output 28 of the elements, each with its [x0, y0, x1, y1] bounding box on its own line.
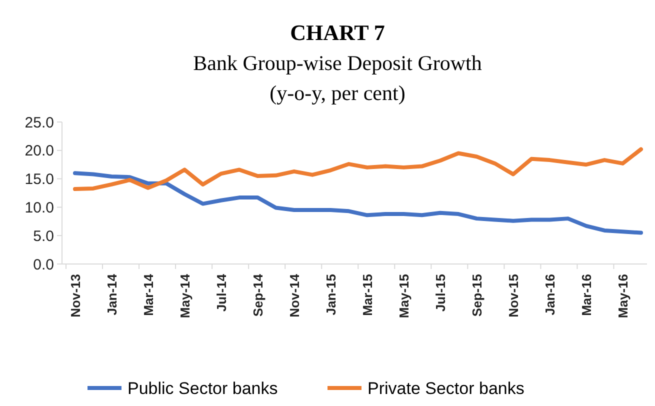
x-tick-label: May-14 [178, 273, 193, 318]
x-tick-label: Nov-14 [287, 273, 302, 318]
y-tick-label: 10.0 [24, 199, 54, 216]
x-tick-label: Mar-14 [141, 273, 156, 316]
y-tick-label: 25.0 [24, 114, 54, 132]
x-tick-label: May-16 [616, 274, 631, 318]
legend-label: Private Sector banks [368, 378, 524, 398]
x-tick-label: Jul-15 [433, 274, 448, 312]
x-tick-label: Jan-15 [324, 274, 339, 316]
line-series [73, 171, 643, 235]
x-tick-label: Jul-14 [214, 273, 230, 312]
chart-subtitle: Bank Group-wise Deposit Growth (y-o-y, per cent) [193, 51, 482, 105]
y-tick-label: 5.0 [33, 228, 54, 245]
x-tick-label: Nov-15 [506, 274, 522, 318]
y-tick-label: 0.0 [33, 256, 54, 274]
x-tick-label: Jan-14 [104, 273, 120, 316]
line-series [73, 147, 643, 192]
y-tick-label: 15.0 [24, 171, 54, 188]
legend-label: Public Sector banks [128, 378, 278, 398]
x-tick-label: Sep-15 [470, 274, 485, 317]
y-tick-label: 20.0 [24, 142, 54, 160]
x-tick-label: May-15 [396, 274, 412, 318]
x-tick-label: Nov-13 [68, 274, 83, 318]
x-tick-label: Sep-14 [250, 273, 266, 317]
x-tick-label: Mar-15 [360, 274, 376, 316]
x-tick-label: Mar-16 [579, 274, 594, 316]
chart-title: CHART 7 [290, 20, 385, 45]
x-tick-label: Jan-16 [542, 274, 558, 316]
